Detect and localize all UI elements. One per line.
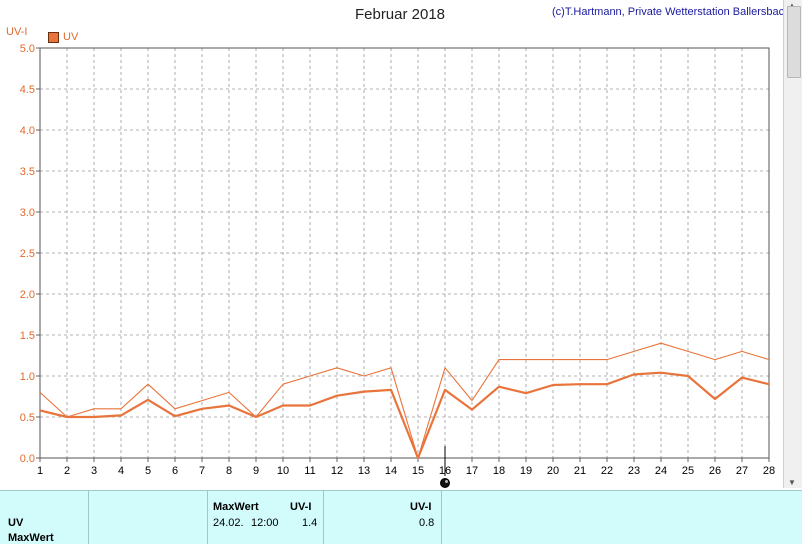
max-date: 24.02. bbox=[213, 517, 244, 529]
x-tick-label: 8 bbox=[226, 465, 232, 477]
max-value-header: MaxWert bbox=[213, 501, 259, 513]
x-tick-label: 3 bbox=[91, 465, 97, 477]
y-tick-label: 4.5 bbox=[20, 84, 35, 96]
x-tick-label: 9 bbox=[253, 465, 259, 477]
y-tick-label: 0.0 bbox=[20, 453, 35, 465]
current-day-marker-highlight bbox=[445, 480, 448, 483]
chart-title: Februar 2018 bbox=[354, 6, 446, 23]
panel-divider bbox=[88, 491, 89, 544]
panel-divider bbox=[207, 491, 208, 544]
scroll-up-arrow-icon[interactable]: ▲ bbox=[788, 1, 796, 10]
row-label-uv: UV bbox=[8, 517, 24, 529]
x-tick-label: 1 bbox=[37, 465, 43, 477]
y-tick-label: 5.0 bbox=[20, 43, 35, 55]
x-tick-label: 10 bbox=[277, 465, 289, 477]
x-tick-label: 19 bbox=[520, 465, 532, 477]
chart-legend: UV bbox=[48, 31, 78, 43]
y-tick-label: 0.5 bbox=[20, 412, 35, 424]
x-tick-label: 15 bbox=[412, 465, 424, 477]
x-tick-label: 25 bbox=[682, 465, 694, 477]
uv-line-chart: 0.00.51.01.52.02.53.03.54.04.55.01 2 3 4 5 6 7… bbox=[20, 43, 775, 488]
x-tick-label: 6 bbox=[172, 465, 178, 477]
plot-frame bbox=[39, 47, 770, 459]
x-tick-label: 2 bbox=[64, 465, 70, 477]
series-line-uv-upper bbox=[39, 342, 770, 459]
y-tick-label: 2.5 bbox=[20, 248, 35, 260]
max-value: 1.4 bbox=[302, 517, 318, 529]
legend-swatch-icon bbox=[48, 31, 59, 43]
y-tick-label: 4.0 bbox=[20, 125, 35, 137]
y-tick-label: 1.0 bbox=[20, 371, 35, 383]
unit-header-max: UV-I bbox=[290, 501, 312, 513]
x-tick-label: 13 bbox=[358, 465, 370, 477]
series-line-uv bbox=[39, 371, 770, 460]
y-tick-label: 3.0 bbox=[20, 207, 35, 219]
max-time: 12:00 bbox=[251, 517, 279, 529]
panel-divider bbox=[441, 491, 442, 544]
y-tick-label: 3.5 bbox=[20, 166, 35, 178]
x-tick-label: 5 bbox=[145, 465, 151, 477]
scroll-down-arrow-icon[interactable]: ▼ bbox=[788, 478, 796, 487]
current-day-marker-icon bbox=[440, 478, 450, 488]
x-tick-label: 27 bbox=[736, 465, 748, 477]
x-tick-label: 20 bbox=[547, 465, 559, 477]
copyright-credit: (c)T.Hartmann, Private Wetterstation Bal… bbox=[552, 6, 791, 18]
x-tick-label: 4 bbox=[118, 465, 124, 477]
x-tick-label: 14 bbox=[385, 465, 397, 477]
vertical-scrollbar[interactable]: ▲ ▼ bbox=[783, 0, 802, 488]
x-tick-label: 28 bbox=[763, 465, 775, 477]
x-tick-label: 22 bbox=[601, 465, 613, 477]
x-tick-label: 18 bbox=[493, 465, 505, 477]
mean-value: 0.8 bbox=[419, 517, 435, 529]
x-tick-label: 17 bbox=[466, 465, 478, 477]
row-label-maxwert: MaxWert bbox=[8, 532, 54, 544]
y-tick-label: 2.0 bbox=[20, 289, 35, 301]
x-tick-label: 26 bbox=[709, 465, 721, 477]
x-tick-label: 21 bbox=[574, 465, 586, 477]
info-panel: MaxWert UV-I UV-I UV 24.02. 12:00 1.4 0.… bbox=[0, 490, 802, 544]
x-tick-label: 11 bbox=[304, 465, 315, 477]
y-tick-label: 1.5 bbox=[20, 330, 35, 342]
legend-label-uv: UV bbox=[63, 31, 79, 43]
x-tick-label: 23 bbox=[628, 465, 640, 477]
x-tick-label: 7 bbox=[199, 465, 205, 477]
unit-header-mean: UV-I bbox=[410, 501, 432, 513]
x-tick-label: 12 bbox=[331, 465, 343, 477]
x-tick-label: 24 bbox=[655, 465, 667, 477]
y-axis-unit-label: UV-I bbox=[6, 26, 28, 38]
scrollbar-thumb[interactable] bbox=[787, 6, 801, 78]
panel-divider bbox=[323, 491, 324, 544]
